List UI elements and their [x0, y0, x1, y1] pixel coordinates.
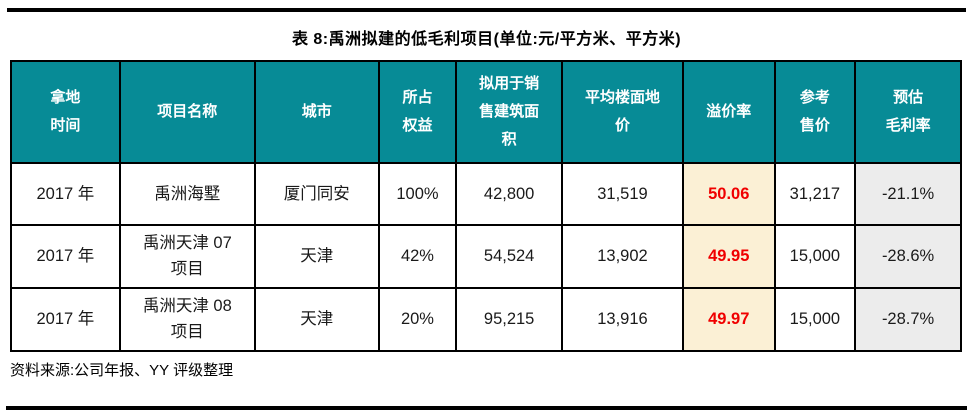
column-header-land-date: 拿地 时间 — [10, 60, 121, 164]
column-header-avg-floor-price: 平均楼面地 价 — [561, 60, 684, 164]
cell-avg-floor-price: 31,519 — [561, 162, 684, 226]
source-note: 资料来源:公司年报、YY 评级整理 — [10, 361, 234, 379]
cell-saleable-area: 95,215 — [455, 286, 564, 352]
cell-est-gross-margin: -21.1% — [854, 162, 962, 226]
cell-reference-price: 15,000 — [773, 224, 857, 289]
column-header-project-name: 项目名称 — [118, 60, 256, 164]
table-row: 2017 年 禹洲海墅 厦门同安 100% 42,800 31,519 50.0… — [10, 162, 962, 226]
top-rule — [7, 8, 966, 12]
cell-equity-share: 100% — [377, 162, 458, 226]
cell-land-date: 2017 年 — [10, 224, 121, 289]
cell-premium-rate: 49.95 — [681, 224, 776, 289]
bottom-rule — [6, 406, 967, 410]
cell-city: 厦门同安 — [253, 162, 380, 226]
cell-reference-price: 15,000 — [773, 286, 857, 352]
table-row: 2017 年 禹洲天津 08 项目 天津 20% 95,215 13,916 4… — [10, 286, 962, 352]
cell-premium-rate: 49.97 — [681, 286, 776, 352]
column-header-reference-price: 参考 售价 — [773, 60, 857, 164]
cell-equity-share: 42% — [377, 224, 458, 289]
column-header-premium-rate: 溢价率 — [681, 60, 776, 164]
cell-saleable-area: 54,524 — [455, 224, 564, 289]
low-margin-projects-table: 拿地 时间 项目名称 城市 所占 权益 拟用于销 售建筑面 积 平均楼面地 价 … — [10, 60, 962, 352]
cell-project-name: 禹洲海墅 — [118, 162, 256, 226]
cell-reference-price: 31,217 — [773, 162, 857, 226]
cell-land-date: 2017 年 — [10, 162, 121, 226]
cell-project-name: 禹洲天津 07 项目 — [118, 224, 256, 289]
cell-avg-floor-price: 13,916 — [561, 286, 684, 352]
cell-city: 天津 — [253, 286, 380, 352]
column-header-equity-share: 所占 权益 — [377, 60, 458, 164]
cell-city: 天津 — [253, 224, 380, 289]
cell-est-gross-margin: -28.7% — [854, 286, 962, 352]
cell-premium-rate: 50.06 — [681, 162, 776, 226]
header-row: 拿地 时间 项目名称 城市 所占 权益 拟用于销 售建筑面 积 平均楼面地 价 … — [10, 60, 962, 164]
table-row: 2017 年 禹洲天津 07 项目 天津 42% 54,524 13,902 4… — [10, 224, 962, 289]
cell-est-gross-margin: -28.6% — [854, 224, 962, 289]
report-table-figure: 表 8:禹洲拟建的低毛利项目(单位:元/平方米、平方米) 拿地 时间 项目名称 … — [0, 8, 973, 412]
column-header-city: 城市 — [253, 60, 380, 164]
table-title: 表 8:禹洲拟建的低毛利项目(单位:元/平方米、平方米) — [291, 31, 682, 48]
cell-avg-floor-price: 13,902 — [561, 224, 684, 289]
column-header-est-gross-margin: 预估 毛利率 — [854, 60, 962, 164]
column-header-saleable-area: 拟用于销 售建筑面 积 — [455, 60, 564, 164]
cell-saleable-area: 42,800 — [455, 162, 564, 226]
cell-project-name: 禹洲天津 08 项目 — [118, 286, 256, 352]
cell-land-date: 2017 年 — [10, 286, 121, 352]
cell-equity-share: 20% — [377, 286, 458, 352]
